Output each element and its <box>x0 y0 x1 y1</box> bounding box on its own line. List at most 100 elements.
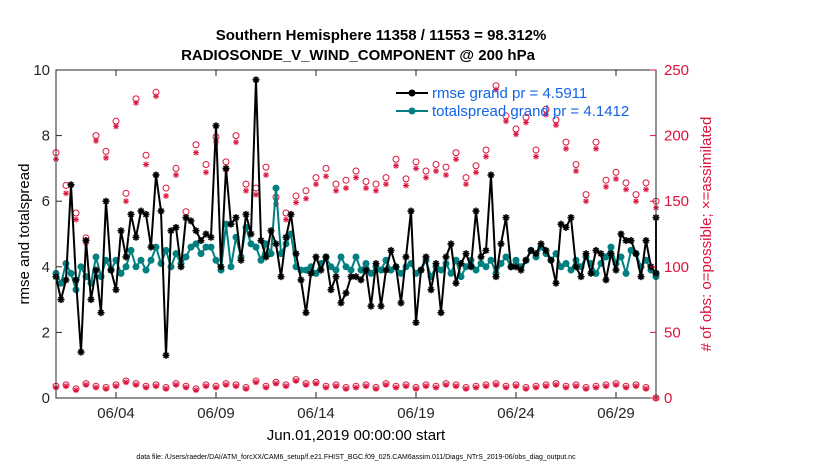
x-tick-label: 06/14 <box>297 405 335 422</box>
obs-assimilated-marker <box>413 165 419 172</box>
rmse-point <box>172 223 180 231</box>
obs-possible-marker <box>242 180 250 188</box>
rmse-point <box>277 273 285 281</box>
rmse-point <box>487 171 495 179</box>
y-left-tick-label: 4 <box>42 259 50 276</box>
obs-assimilated-marker <box>373 385 379 392</box>
obs-assimilated-marker <box>433 384 439 391</box>
y-left-tick-label: 8 <box>42 128 50 145</box>
obs-possible-marker <box>172 164 180 172</box>
obs-possible-marker <box>192 141 200 149</box>
rmse-point <box>587 269 595 277</box>
legend-rmse-marker <box>408 89 416 97</box>
rmse-point <box>382 266 390 274</box>
rmse-point <box>412 319 420 327</box>
obs-assimilated-marker <box>463 385 469 392</box>
obs-assimilated-marker <box>553 122 559 129</box>
rmse-point <box>147 243 155 251</box>
obs-assimilated-marker <box>153 93 159 100</box>
obs-assimilated-marker <box>353 384 359 391</box>
rmse-point <box>622 237 630 245</box>
rmse-point <box>292 250 300 258</box>
totalspread-point <box>332 266 340 274</box>
y-right-tick-label: 200 <box>664 128 689 145</box>
totalspread-point <box>147 256 155 264</box>
obs-possible-marker <box>232 132 240 140</box>
rmse-point <box>537 240 545 248</box>
y-right-tick-label: 250 <box>664 62 689 79</box>
rmse-point <box>167 227 175 235</box>
y-right-tick-label: 150 <box>664 193 689 210</box>
rmse-point <box>197 237 205 245</box>
rmse-point <box>557 220 565 228</box>
totalspread-point <box>92 253 100 261</box>
obs-assimilated-marker <box>193 149 199 156</box>
rmse-point <box>552 279 560 287</box>
rmse-point <box>207 233 215 241</box>
y-left-tick-label: 0 <box>42 390 50 407</box>
totalspread-point <box>227 263 235 271</box>
obs-possible-marker <box>162 184 170 192</box>
rmse-point <box>127 210 135 218</box>
obs-assimilated-marker <box>253 379 259 386</box>
totalspread-point <box>247 240 255 248</box>
rmse-point <box>177 263 185 271</box>
totalspread-point <box>162 246 170 254</box>
totalspread-point <box>132 263 140 271</box>
obs-assimilated-marker <box>113 383 119 390</box>
rmse-point <box>87 296 95 304</box>
obs-assimilated-marker <box>373 187 379 194</box>
obs-possible-marker <box>612 168 620 176</box>
obs-assimilated-marker <box>643 186 649 193</box>
y-left-tick-label: 10 <box>33 62 50 79</box>
obs-assimilated-marker <box>293 377 299 384</box>
totalspread-point <box>272 184 280 192</box>
obs-assimilated-marker <box>503 384 509 391</box>
obs-assimilated-marker <box>353 174 359 181</box>
rmse-point <box>272 240 280 248</box>
obs-assimilated-marker <box>123 379 129 386</box>
rmse-point <box>287 210 295 218</box>
obs-assimilated-marker <box>613 175 619 182</box>
obs-possible-marker <box>332 180 340 188</box>
obs-possible-marker <box>362 178 370 186</box>
obs-assimilated-marker <box>363 185 369 192</box>
rmse-point <box>162 351 170 359</box>
obs-assimilated-marker <box>513 383 519 390</box>
obs-possible-marker <box>422 167 430 175</box>
totalspread-point <box>512 256 520 264</box>
x-tick-label: 06/24 <box>497 405 535 422</box>
rmse-point <box>542 246 550 254</box>
rmse-point <box>122 253 130 261</box>
rmse-point <box>232 214 240 222</box>
totalspread-point <box>487 256 495 264</box>
totalspread-point <box>472 266 480 274</box>
obs-assimilated-marker <box>423 383 429 390</box>
obs-assimilated-marker <box>363 383 369 390</box>
obs-assimilated-marker <box>333 383 339 390</box>
obs-assimilated-marker <box>453 383 459 390</box>
obs-assimilated-marker <box>593 145 599 152</box>
obs-assimilated-marker <box>583 198 589 205</box>
obs-possible-marker <box>442 163 450 171</box>
obs-assimilated-marker <box>633 383 639 390</box>
totalspread-point <box>127 246 135 254</box>
x-tick-label: 06/04 <box>97 405 135 422</box>
legend-rmse-label: rmse grand pr = 4.5911 <box>432 85 587 102</box>
rmse-point <box>282 233 290 241</box>
obs-assimilated-marker <box>233 139 239 146</box>
totalspread-point <box>302 266 310 274</box>
rmse-point <box>132 233 140 241</box>
obs-possible-marker <box>142 151 150 159</box>
obs-possible-marker <box>592 138 600 146</box>
obs-assimilated-marker <box>133 99 139 106</box>
rmse-point <box>452 279 460 287</box>
obs-assimilated-marker <box>533 153 539 160</box>
rmse-point <box>152 171 160 179</box>
obs-assimilated-marker <box>333 187 339 194</box>
obs-possible-marker <box>102 147 110 155</box>
rmse-point <box>567 214 575 222</box>
obs-assimilated-marker <box>573 383 579 390</box>
obs-possible-marker <box>392 155 400 163</box>
